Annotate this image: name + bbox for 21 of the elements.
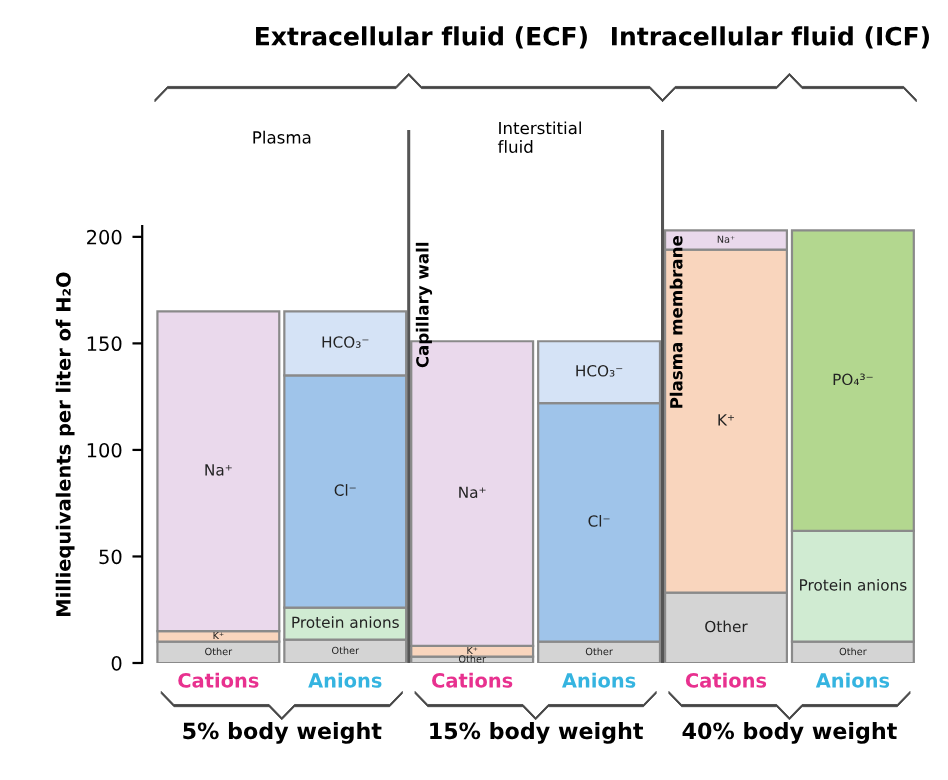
y-tick-label: 150 xyxy=(87,336,122,352)
y-tick-label: 50 xyxy=(99,549,122,565)
x-tick-label: Cations xyxy=(685,672,767,688)
x-tick-label: Anions xyxy=(815,672,890,688)
y-axis-title: Milliequivalents per liter of H₂O xyxy=(55,272,75,616)
text: Plasma xyxy=(253,130,311,144)
text: Extracellular fluid (ECF) xyxy=(256,26,587,49)
annotation: Capillary wall xyxy=(415,242,433,368)
x-tick-label: Cations xyxy=(178,672,259,688)
text: Interstitial fluid xyxy=(497,121,581,154)
text: 40% body weight xyxy=(682,722,897,744)
text: 5% body weight xyxy=(183,722,382,744)
text: 15% body weight xyxy=(430,722,644,744)
x-tick-label: Cations xyxy=(432,672,513,688)
y-tick-label: 0 xyxy=(111,655,122,671)
y-tick-label: 200 xyxy=(87,229,122,245)
x-tick-label: Anions xyxy=(562,672,636,688)
x-tick-label: Anions xyxy=(308,672,382,688)
text: Intracellular fluid (ICF) xyxy=(611,26,929,49)
annotation: Plasma membrane xyxy=(669,236,683,408)
y-tick-label: 100 xyxy=(87,442,122,458)
